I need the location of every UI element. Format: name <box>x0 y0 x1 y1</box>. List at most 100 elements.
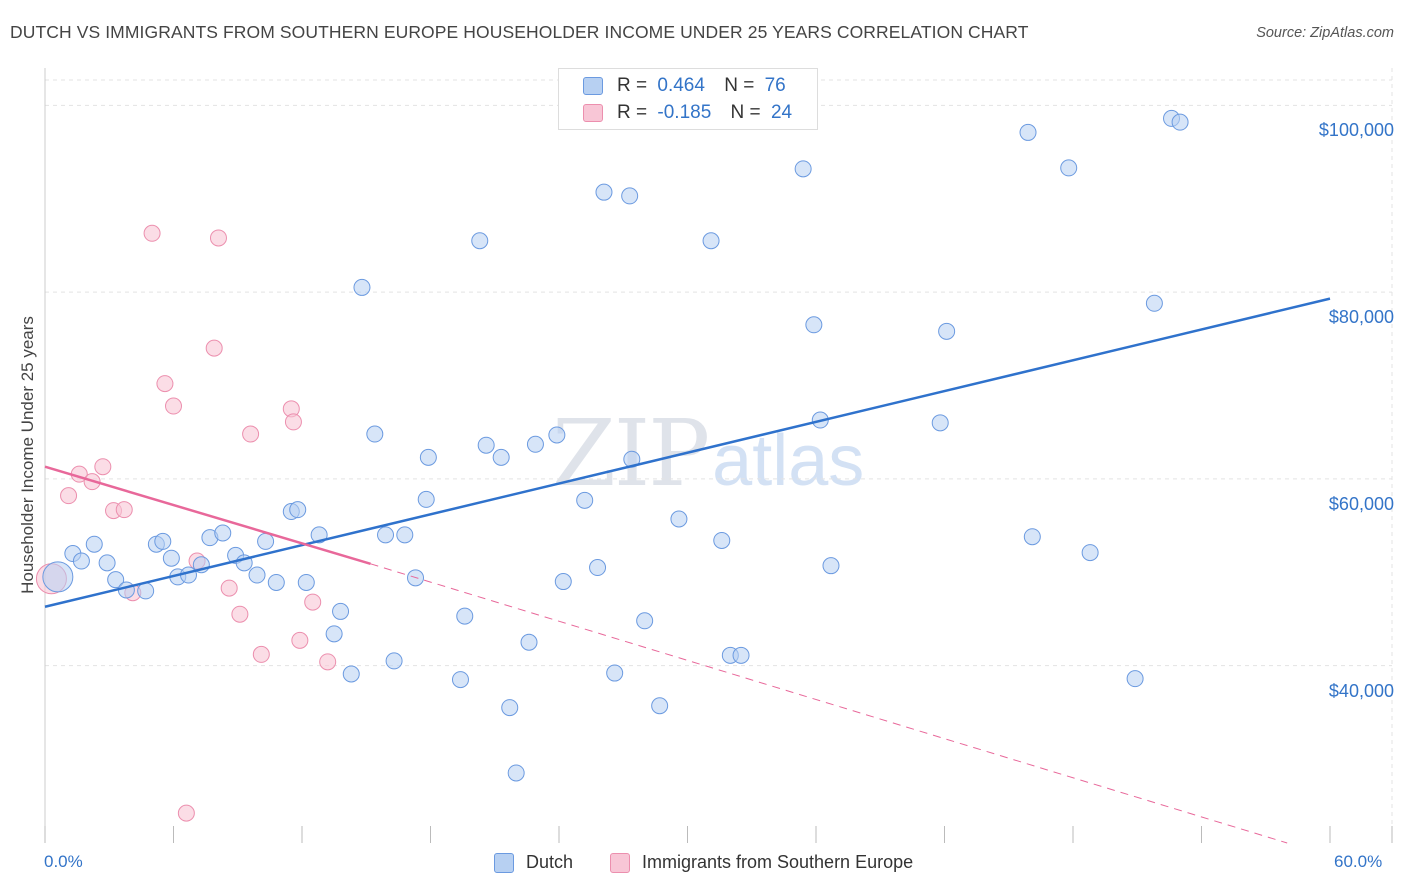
bottom-legend-swatch-dutch <box>494 853 514 873</box>
bottom-legend-label-immigrants: Immigrants from Southern Europe <box>642 852 914 872</box>
dutch-data-point <box>576 491 594 509</box>
dutch-data-point <box>651 697 669 715</box>
legend-n-label: N = <box>724 75 755 96</box>
immigrants-data-point <box>156 375 174 393</box>
legend-r-value: 0.464 <box>657 75 705 96</box>
legend-n-value: 76 <box>764 75 786 96</box>
immigrants-data-point <box>220 579 238 597</box>
immigrants-data-point <box>143 224 161 242</box>
legend-n-value: 24 <box>770 102 793 123</box>
dutch-data-point <box>137 582 155 600</box>
legend-swatch-dutch <box>583 77 603 95</box>
bottom-legend-swatch-immigrants <box>610 853 630 873</box>
chart-title: DUTCH VS IMMIGRANTS FROM SOUTHERN EUROPE… <box>10 22 1029 42</box>
dutch-data-point <box>606 664 624 682</box>
dutch-data-point <box>702 232 720 250</box>
dutch-data-point <box>417 490 435 508</box>
dutch-data-point <box>289 501 307 519</box>
immigrants-data-point <box>242 425 260 443</box>
dutch-data-point <box>267 573 285 591</box>
dutch-data-point <box>248 566 266 584</box>
immigrants-data-point <box>115 501 133 519</box>
immigrants-data-point <box>291 631 309 649</box>
immigrants-data-point <box>304 593 322 611</box>
immigrants-data-point <box>205 339 223 357</box>
dutch-data-point <box>805 316 823 334</box>
immigrants-data-point <box>165 397 182 415</box>
dutch-data-point <box>42 561 74 593</box>
y-tick-label: $80,000 <box>1328 307 1394 328</box>
legend-r-label: R = <box>617 75 648 96</box>
dutch-data-point <box>456 607 474 625</box>
grid-lines <box>45 68 1393 843</box>
dutch-data-point <box>621 187 639 205</box>
dutch-data-point <box>325 625 343 643</box>
dutch-data-point <box>595 183 613 201</box>
bottom-legend-label-dutch: Dutch <box>526 852 574 872</box>
dutch-data-point <box>85 535 103 553</box>
dutch-data-point <box>822 557 840 575</box>
dutch-data-point <box>501 699 519 717</box>
legend-r-label: R = <box>617 102 648 123</box>
legend-r-value: -0.185 <box>657 102 712 123</box>
dutch-data-point <box>419 448 437 466</box>
immigrants-data-point <box>231 605 249 623</box>
dutch-points <box>42 109 1189 782</box>
axes <box>44 68 1393 843</box>
dutch-data-point <box>554 573 572 591</box>
dutch-data-point <box>1126 670 1144 688</box>
dutch-data-point <box>72 552 90 570</box>
dutch-data-point <box>396 526 414 544</box>
dutch-data-point <box>548 426 566 444</box>
dutch-data-point <box>162 549 180 567</box>
source-credit: Source: ZipAtlas.com <box>1256 25 1394 41</box>
immigrants-trend-line <box>44 465 371 566</box>
immigrants-data-point <box>209 229 227 247</box>
y-tick-label: $100,000 <box>1318 120 1394 141</box>
dutch-data-point <box>1019 123 1037 141</box>
dutch-data-point <box>794 160 812 178</box>
dutch-data-point <box>154 532 172 550</box>
dutch-data-point <box>732 646 750 664</box>
dutch-data-point <box>938 322 956 340</box>
dutch-data-point <box>931 414 949 432</box>
dutch-data-point <box>366 425 384 443</box>
dutch-trend-line <box>44 297 1331 608</box>
y-tick-label: $60,000 <box>1328 493 1394 514</box>
immigrants-data-point <box>319 653 337 671</box>
dutch-data-point <box>353 278 371 296</box>
immigrants-data-point <box>94 458 112 476</box>
dutch-data-point <box>713 531 731 549</box>
legend-n-label: N = <box>730 102 761 123</box>
dutch-data-point <box>214 524 232 542</box>
dutch-data-point <box>377 526 395 544</box>
dutch-data-point <box>1081 544 1099 562</box>
dutch-data-point <box>471 232 489 250</box>
immigrants-data-point <box>60 487 78 505</box>
immigrants-trend-extension <box>370 563 1288 844</box>
dutch-data-point <box>477 436 495 454</box>
dutch-data-point <box>1023 528 1041 546</box>
dutch-data-point <box>1145 294 1163 312</box>
x-tick-label-min: 0.0% <box>44 852 83 871</box>
dutch-data-point <box>451 671 469 689</box>
dutch-data-point <box>179 566 197 584</box>
dutch-data-point <box>385 652 403 670</box>
correlation-legend: R = 0.464 N = 76 R = -0.185 N = 24 <box>558 68 818 130</box>
trend-lines <box>44 297 1331 844</box>
dutch-data-point <box>107 571 125 589</box>
dutch-data-point <box>526 435 544 453</box>
y-tick-label: $40,000 <box>1328 680 1394 701</box>
dutch-data-point <box>520 633 538 651</box>
legend-swatch-immigrants <box>583 104 603 122</box>
dutch-data-point <box>670 510 688 528</box>
dutch-data-point <box>342 665 360 683</box>
dutch-data-point <box>98 554 116 572</box>
immigrants-data-point <box>252 645 270 663</box>
immigrants-data-point <box>284 413 302 431</box>
immigrants-points <box>35 224 337 822</box>
dutch-data-point <box>257 532 275 550</box>
dutch-data-point <box>492 448 510 466</box>
dutch-data-point <box>636 612 654 630</box>
